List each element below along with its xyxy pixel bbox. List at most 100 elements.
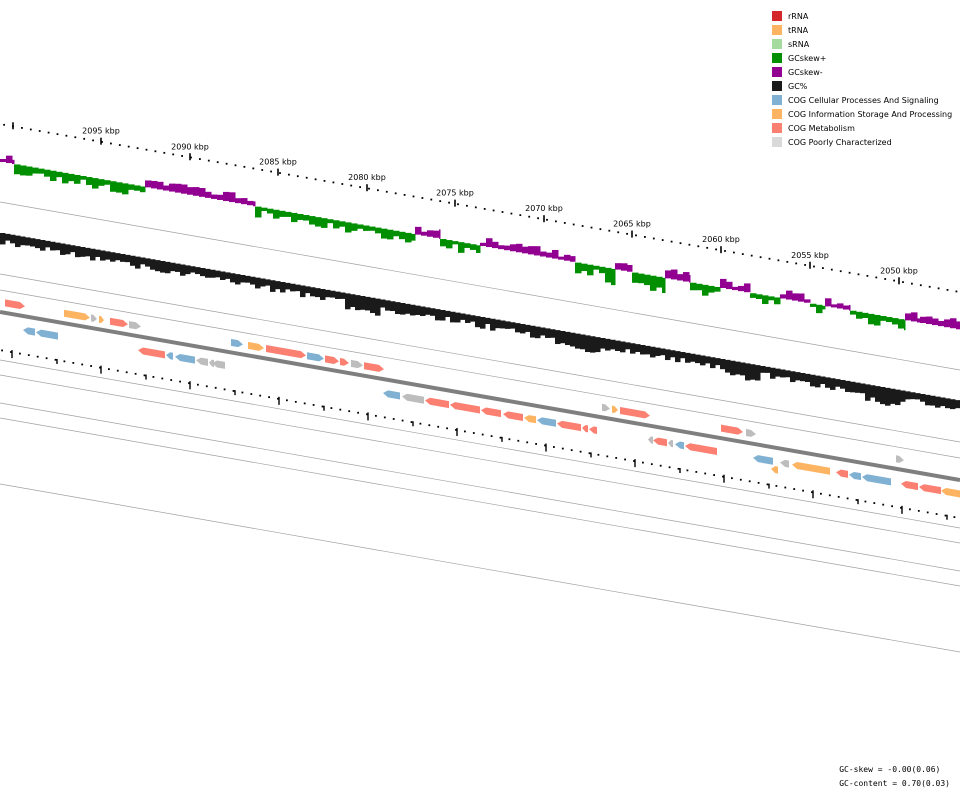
gc-skew-negative-bar (956, 321, 960, 330)
gene-arrow (753, 455, 773, 465)
gc-content-bar (910, 392, 916, 400)
gc-skew-positive-bar (886, 317, 893, 323)
ruler-minor-tick (946, 288, 949, 291)
gc-skew-negative-bar (780, 294, 787, 299)
ruler-minor-tick (695, 471, 698, 473)
gc-content-bar (655, 347, 661, 356)
ruler-minor-tick (296, 175, 299, 178)
ruler-minor-tick (704, 472, 707, 475)
gc-content-bar (775, 368, 781, 377)
ruler-minor-tick (837, 495, 840, 498)
gc-skew-negative-bar (253, 201, 256, 207)
ruler-minor-tick (597, 453, 600, 456)
gc-content-bar (185, 265, 191, 275)
gc-content-bar (5, 233, 11, 241)
gc-content-bar (585, 335, 591, 353)
gc-content-bar (55, 242, 61, 251)
gc-content-bar (820, 376, 826, 385)
gc-skew-negative-bar (558, 256, 565, 260)
ruler-minor-tick (366, 413, 368, 416)
gc-skew-positive-bar (128, 184, 135, 190)
ruler-minor-tick (421, 197, 424, 199)
gc-content-bar (845, 380, 851, 392)
gene-arrow (99, 315, 104, 324)
gc-skew-positive-bar (393, 230, 400, 237)
gc-content-bar (165, 261, 171, 274)
ruler-minor-tick (45, 357, 48, 360)
ruler-minor-tick (668, 466, 671, 469)
gc-content-bar (515, 323, 521, 333)
ruler-minor-tick (448, 201, 450, 204)
ruler-minor-tick (644, 236, 646, 238)
gc-skew-positive-bar (74, 174, 81, 184)
ruler-minor-tick (759, 256, 762, 259)
gc-content-bar (835, 379, 841, 387)
gc-skew-positive-bar (810, 303, 817, 307)
gc-skew-negative-bar (615, 263, 622, 270)
legend: rRNA tRNA sRNA GCskew+ GCskew- GC% COG Cellula… (772, 9, 952, 149)
ruler-minor-tick (359, 186, 361, 188)
ruler-minor-tick (136, 147, 139, 150)
gc-skew-positive-bar (816, 304, 823, 314)
gc-content-bar (115, 253, 121, 261)
gene-arrow (383, 390, 400, 400)
legend-swatch (772, 39, 782, 49)
legend-item: tRNA (772, 23, 952, 37)
ruler-minor-tick (1, 349, 3, 352)
gc-content-bar (370, 297, 376, 314)
gc-skew-negative-bar (492, 241, 499, 249)
gene-arrow (5, 299, 25, 309)
gc-content-bar (470, 315, 476, 322)
gc-skew-positive-bar (110, 181, 117, 192)
ruler-minor-tick (223, 388, 226, 391)
gene-arrow (648, 436, 653, 444)
gc-skew-negative-bar (938, 320, 945, 327)
gc-skew-positive-bar (650, 275, 657, 291)
ruler-minor-tick (118, 144, 121, 146)
gc-skew-positive-bar (122, 183, 129, 195)
gc-skew-negative-bar (421, 231, 428, 236)
gc-content-bar (770, 367, 776, 379)
gc-content-bar (150, 259, 156, 270)
ruler-minor-tick (659, 464, 662, 467)
gc-skew-negative-bar (665, 270, 672, 279)
legend-swatch (772, 109, 782, 119)
ruler-minor-tick (750, 254, 753, 257)
ruler-minor-tick (626, 232, 628, 235)
gene-arrow (836, 469, 848, 478)
gc-skew-negative-bar (439, 229, 441, 239)
gc-content-bar (615, 340, 621, 351)
gc-content-bar (495, 319, 501, 329)
ruler-minor-tick (74, 136, 77, 139)
gc-skew-negative-bar (516, 243, 523, 253)
ruler-minor-tick (47, 131, 50, 134)
gc-content-bar (85, 247, 91, 257)
gc-content-bar (375, 298, 381, 316)
gc-skew-positive-bar (20, 165, 27, 176)
gc-skew-negative-bar (621, 263, 628, 271)
ruler-minor-tick (181, 155, 183, 157)
gene-arrow (166, 352, 173, 360)
ruler-minor-tick (179, 380, 181, 383)
gene-arrow (557, 420, 581, 432)
gc-content-bar (315, 288, 321, 298)
gc-skew-negative-bar (570, 256, 576, 262)
gc-content-bar (420, 306, 426, 317)
gc-content-bar (80, 247, 86, 257)
gc-skew-positive-bar (62, 172, 69, 184)
ruler-minor-tick (83, 137, 86, 140)
gene-arrow (23, 327, 35, 336)
gc-skew-positive-bar (611, 268, 616, 286)
gene-arrow (248, 341, 264, 351)
gc-content-bar (635, 344, 641, 352)
ruler-minor-tick (510, 212, 513, 215)
ruler-minor-tick (116, 369, 119, 372)
gene-arrow (620, 407, 650, 419)
gc-skew-negative-bar (163, 185, 170, 191)
gc-skew-positive-bar (381, 228, 388, 239)
gc-skew-negative-bar (920, 316, 927, 323)
gc-skew-negative-bar (211, 194, 218, 199)
gc-skew-negative-bar (229, 192, 236, 203)
gc-content-bar (105, 251, 111, 260)
ruler-minor-tick (21, 127, 23, 129)
